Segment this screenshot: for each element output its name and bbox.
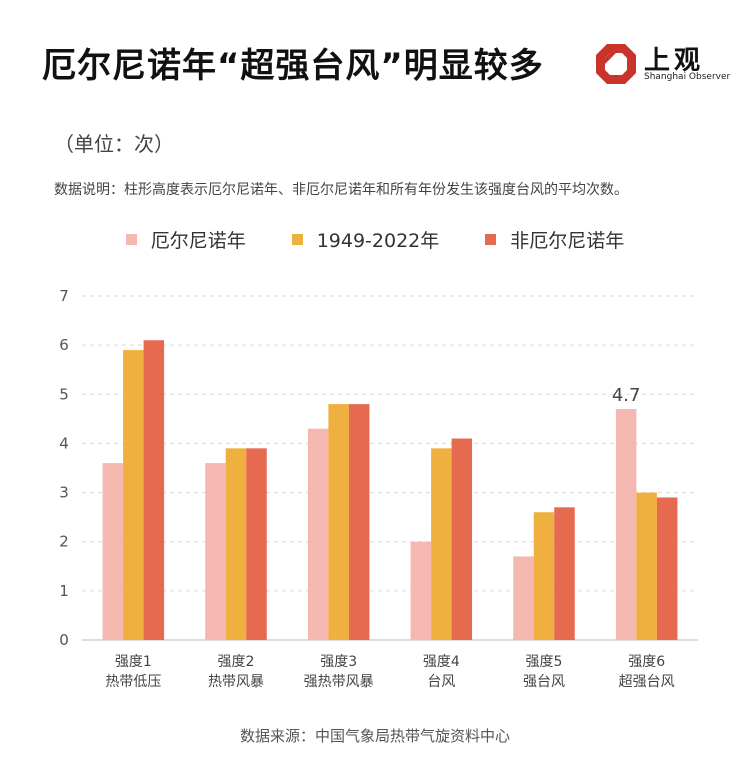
bar bbox=[513, 556, 534, 640]
bar bbox=[246, 448, 267, 640]
data-label: 4.7 bbox=[612, 385, 641, 406]
legend-label-non-elnino: 非厄尔尼诺年 bbox=[510, 230, 625, 252]
legend-label-elnino: 厄尔尼诺年 bbox=[150, 230, 246, 252]
legend-swatch-non-elnino bbox=[485, 234, 497, 245]
x-tick-label: 强度2 bbox=[218, 654, 255, 670]
y-tick-label: 7 bbox=[59, 287, 69, 305]
x-tick-label: 强度5 bbox=[526, 654, 563, 670]
bar bbox=[102, 463, 124, 640]
x-tick-label: 台风 bbox=[427, 674, 455, 690]
page-title: 厄尔尼诺年“超强台风”明显较多 bbox=[42, 46, 544, 86]
legend-item-non-elnino: 非厄尔尼诺年 bbox=[485, 226, 624, 253]
y-tick-label: 1 bbox=[59, 582, 69, 600]
x-tick-label: 强度6 bbox=[628, 654, 665, 670]
x-tick-label: 热带风暴 bbox=[208, 674, 264, 690]
logo-text: 上观 bbox=[644, 46, 705, 76]
data-note: 数据说明：柱形高度表示厄尔尼诺年、非厄尔尼诺年和所有年份发生该强度台风的平均次数… bbox=[54, 182, 628, 198]
y-tick-label: 3 bbox=[59, 484, 69, 502]
x-tick-label: 强热带风暴 bbox=[304, 674, 374, 690]
bar bbox=[431, 448, 452, 640]
y-tick-label: 5 bbox=[59, 385, 69, 403]
x-tick-label: 强度1 bbox=[115, 654, 152, 670]
y-tick-label: 4 bbox=[59, 434, 69, 452]
bar bbox=[533, 512, 555, 640]
legend-swatch-all-years bbox=[291, 234, 303, 245]
logo-subtitle: Shanghai Observer bbox=[644, 72, 731, 82]
legend-swatch-elnino bbox=[125, 234, 137, 245]
x-tick-label: 强度4 bbox=[423, 654, 460, 670]
bar bbox=[123, 350, 144, 640]
bar bbox=[143, 340, 165, 640]
bar bbox=[307, 428, 329, 640]
y-tick-label: 6 bbox=[59, 336, 69, 354]
bar bbox=[205, 463, 226, 640]
legend-label-all-years: 1949-2022年 bbox=[316, 230, 440, 252]
data-source: 数据来源：中国气象局热带气旋资料中心 bbox=[239, 727, 510, 745]
chart-legend: 厄尔尼诺年 1949-2022年 非厄尔尼诺年 bbox=[0, 226, 750, 253]
logo-octagon-icon bbox=[596, 44, 636, 84]
bar bbox=[410, 541, 432, 640]
bar bbox=[554, 507, 575, 640]
x-tick-label: 超强台风 bbox=[619, 674, 675, 690]
y-tick-label: 0 bbox=[59, 631, 69, 649]
legend-item-all-years: 1949-2022年 bbox=[291, 226, 440, 253]
bar bbox=[348, 404, 370, 640]
x-tick-label: 强台风 bbox=[523, 674, 565, 690]
legend-item-elnino: 厄尔尼诺年 bbox=[125, 226, 246, 253]
x-tick-label: 热带低压 bbox=[105, 674, 161, 690]
unit-label: （单位：次） bbox=[54, 132, 174, 156]
bar bbox=[615, 409, 637, 640]
brand-logo: 上观 Shanghai Observer bbox=[594, 40, 730, 88]
bar bbox=[656, 497, 678, 640]
bar bbox=[225, 448, 247, 640]
y-tick-label: 2 bbox=[59, 533, 69, 551]
bar bbox=[451, 438, 473, 640]
bar bbox=[328, 404, 349, 640]
x-tick-label: 强度3 bbox=[320, 654, 357, 670]
bar bbox=[636, 492, 657, 640]
